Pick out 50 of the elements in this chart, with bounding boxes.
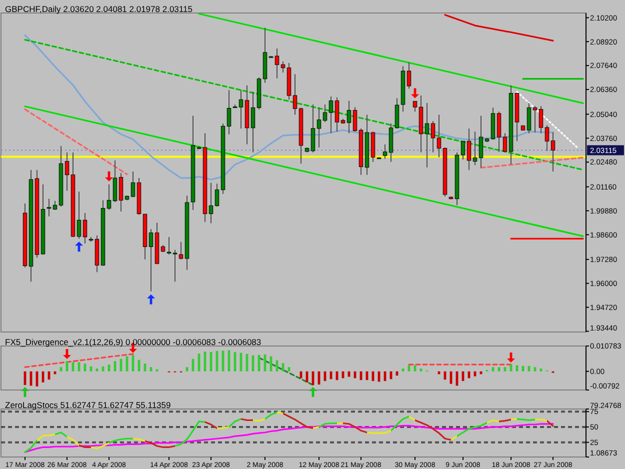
candlestick	[76, 191, 82, 240]
candlestick	[226, 90, 232, 135]
candlestick	[478, 115, 484, 168]
candlestick	[82, 212, 88, 244]
candlestick	[316, 107, 322, 148]
candlestick	[250, 91, 256, 153]
candlestick	[112, 160, 118, 202]
line-series	[444, 14, 554, 42]
candlestick	[280, 60, 286, 73]
candlestick	[214, 183, 220, 208]
candlestick	[106, 184, 112, 210]
candlestick	[328, 96, 334, 134]
candlestick	[178, 241, 184, 260]
candlestick	[466, 128, 472, 170]
candlestick	[310, 104, 316, 153]
chart-title: FX5_Divergence_v2.1(12,26,9) 0.00000000 -0.0006083 -0.0006083	[5, 337, 262, 347]
candlestick	[412, 100, 418, 112]
candlestick	[238, 90, 244, 129]
candlestick	[274, 48, 280, 79]
chart-title: ZeroLagStocs 51.62747 51.62747 55.11359	[5, 400, 171, 410]
candlestick	[166, 236, 172, 256]
candlestick	[292, 74, 298, 116]
candlestick	[538, 106, 544, 134]
candlestick	[148, 228, 154, 292]
candlestick	[502, 132, 508, 153]
candlestick	[406, 62, 412, 90]
line-series	[24, 411, 554, 453]
candlestick	[352, 106, 358, 132]
candlestick	[394, 98, 400, 129]
candlestick	[550, 132, 556, 172]
candlestick	[382, 144, 388, 160]
chart-title: GBPCHF,Daily 2.03620 2.04081 2.01978 2.03115	[5, 4, 193, 14]
candlestick	[46, 198, 52, 217]
candlestick	[208, 182, 214, 224]
candlestick	[472, 131, 478, 166]
line-series	[24, 423, 554, 453]
candlestick	[172, 249, 178, 282]
candlestick	[496, 111, 502, 152]
candlestick	[424, 102, 430, 168]
candlestick	[430, 120, 436, 153]
candlestick	[544, 124, 550, 152]
candlestick	[436, 114, 442, 158]
candlestick	[526, 102, 532, 134]
candlestick	[346, 100, 352, 134]
candlestick	[130, 170, 136, 198]
candlestick	[460, 140, 466, 160]
candlestick	[322, 104, 328, 123]
candlestick	[118, 172, 124, 212]
candlestick	[64, 152, 70, 192]
candlestick	[334, 96, 340, 132]
